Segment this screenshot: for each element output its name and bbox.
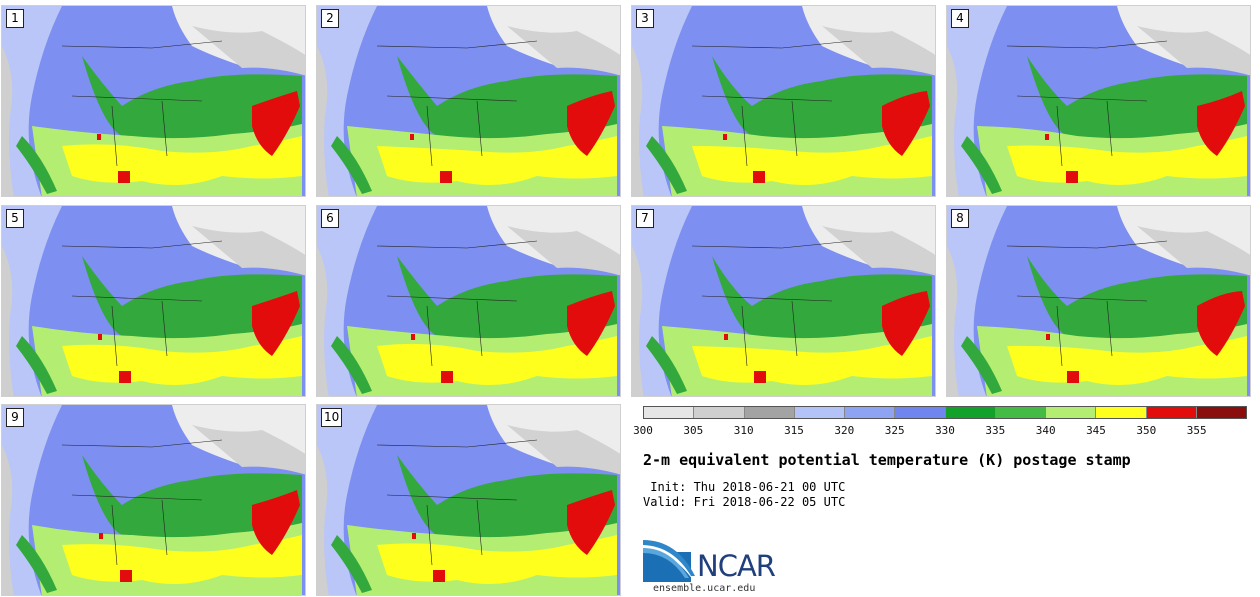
panel-label: 5 xyxy=(6,209,24,228)
colorbar-segment xyxy=(794,407,845,418)
panel-label: 2 xyxy=(321,9,339,28)
website-url: ensemble.ucar.edu xyxy=(653,583,756,594)
panel-label: 10 xyxy=(321,408,343,427)
colorbar-segment xyxy=(945,407,996,418)
colorbar-tick-label: 345 xyxy=(1086,424,1106,437)
colorbar-tick-label: 335 xyxy=(985,424,1006,437)
colorbar-tick-label: 340 xyxy=(1035,424,1056,437)
colorbar-segment xyxy=(694,407,745,418)
ncar-logo-icon xyxy=(643,540,695,582)
panel-label: 8 xyxy=(951,209,969,228)
colorbar-tick-label: 355 xyxy=(1186,424,1207,437)
colorbar-ticks: 300 305 310 315 320 325 330 335 340 345 350 355 xyxy=(633,424,1247,438)
colorbar-segment xyxy=(895,407,946,418)
colorbar-segment xyxy=(1196,407,1246,418)
colorbar-segment xyxy=(644,407,695,418)
colorbar-segment xyxy=(744,407,795,418)
colorbar-segment xyxy=(845,407,896,418)
map-panel-8: 8 xyxy=(946,205,1251,397)
map-panel-9: 9 xyxy=(1,404,306,596)
map-panel-10: 10 xyxy=(316,404,621,596)
map-panel-5: 5 xyxy=(1,205,306,397)
panel-label: 4 xyxy=(951,9,969,28)
colorbar-tick-label: 350 xyxy=(1136,424,1157,437)
colorbar-segment xyxy=(1146,407,1197,418)
colorbar-segment xyxy=(1096,407,1147,418)
init-time: Init: Thu 2018-06-21 00 UTC xyxy=(643,480,846,494)
colorbar-tick-label: 310 xyxy=(733,424,754,437)
plot-title: 2-m equivalent potential temperature (K)… xyxy=(643,451,1131,469)
panel-label: 3 xyxy=(636,9,654,28)
map-panel-6: 6 xyxy=(316,205,621,397)
colorbar xyxy=(643,406,1247,419)
colorbar-segment xyxy=(995,407,1046,418)
map-panel-1: 1 xyxy=(1,5,306,197)
colorbar-tick-label: 300 xyxy=(633,424,653,437)
colorbar-tick-label: 330 xyxy=(935,424,955,437)
colorbar-tick-label: 315 xyxy=(784,424,804,437)
panel-label: 1 xyxy=(6,9,24,28)
map-panel-7: 7 xyxy=(631,205,936,397)
map-panel-4: 4 xyxy=(946,5,1251,197)
map-panel-3: 3 xyxy=(631,5,936,197)
panel-label: 6 xyxy=(321,209,339,228)
ncar-logo-text: NCAR xyxy=(697,549,776,583)
colorbar-tick-label: 325 xyxy=(884,424,905,437)
colorbar-tick-label: 305 xyxy=(683,424,704,437)
valid-time: Valid: Fri 2018-06-22 05 UTC xyxy=(643,495,846,509)
map-panel-2: 2 xyxy=(316,5,621,197)
colorbar-tick-label: 320 xyxy=(834,424,855,437)
panel-label: 9 xyxy=(6,408,24,427)
panel-label: 7 xyxy=(636,209,654,228)
colorbar-segment xyxy=(1046,407,1097,418)
